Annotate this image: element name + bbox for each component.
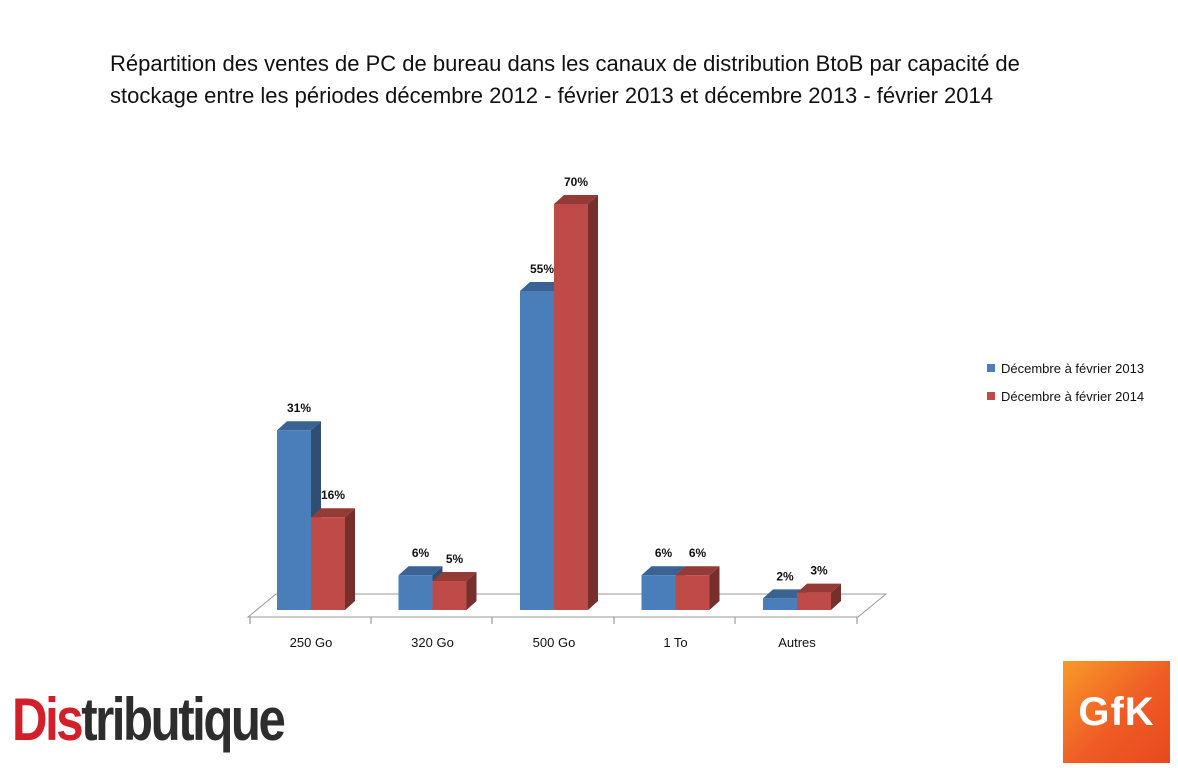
data-label-2013-500-go: 55% <box>530 262 554 276</box>
bar-2014-320-go-side <box>466 572 477 610</box>
bar-2014-autres-front <box>797 592 831 610</box>
data-label-2014-320-go: 5% <box>446 552 464 566</box>
bar-2013-250-go-top <box>277 421 321 431</box>
data-label-2013-1-to: 6% <box>655 546 673 560</box>
bar-2013-500-go-top <box>520 282 564 291</box>
data-label-2014-1-to: 6% <box>689 546 707 560</box>
bar-2014-250-go-top <box>311 508 355 518</box>
chart-title: Répartition des ventes de PC de bureau d… <box>110 48 1110 112</box>
data-label-2014-autres: 3% <box>810 564 828 578</box>
bar-2014-320-go-front <box>432 581 467 610</box>
data-label-2014-500-go: 70% <box>564 175 588 189</box>
x-tick-label-250-go: 250 Go <box>290 635 333 650</box>
legend-swatch-2013 <box>987 364 995 372</box>
legend-item-2013: Décembre à février 2013 <box>987 358 1144 378</box>
bar-2014-500-go <box>554 195 598 610</box>
bar-2014-1-to-side <box>709 566 720 610</box>
legend-label-2013: Décembre à février 2013 <box>1001 360 1145 376</box>
bar-2014-500-go-side <box>588 195 598 610</box>
data-label-2013-autres: 2% <box>776 569 794 583</box>
x-tick-label-autres: Autres <box>778 635 816 650</box>
bar-2013-320-go-front <box>398 575 433 610</box>
bar-2013-1-to-front <box>641 575 676 610</box>
bar-2013-1-to-top <box>641 566 686 576</box>
bar-2014-320-go-top <box>432 572 477 581</box>
gfk-logo: GfK <box>1063 661 1170 763</box>
data-label-2013-320-go: 6% <box>412 546 430 560</box>
bar-2013-250-go-front <box>277 430 311 610</box>
bar-2014-autres <box>797 583 841 610</box>
bar-2014-autres-side <box>831 583 841 610</box>
x-tick-label-1-to: 1 To <box>663 635 687 650</box>
bar-2014-autres-top <box>797 583 841 593</box>
bar-2014-320-go <box>432 572 477 610</box>
data-label-2013-250-go: 31% <box>287 401 311 415</box>
data-label-2014-250-go: 16% <box>321 488 345 502</box>
bar-2014-250-go-side <box>345 508 355 610</box>
bar-2013-autres-front <box>763 598 797 610</box>
legend: Décembre à février 2013 Décembre à févri… <box>987 358 1144 414</box>
bar-2014-250-go-front <box>311 517 345 610</box>
x-tick-label-320-go: 320 Go <box>411 635 454 650</box>
legend-swatch-2014 <box>987 392 995 400</box>
x-tick-label-500-go: 500 Go <box>533 635 576 650</box>
legend-item-2014: Décembre à février 2014 <box>987 386 1144 406</box>
bar-2013-autres-top <box>763 589 807 599</box>
bar-2013-320-go-top <box>398 566 443 576</box>
bar-2014-1-to-front <box>675 575 710 610</box>
chart-title-line-1: Répartition des ventes de PC de bureau d… <box>110 51 1020 76</box>
distributique-logo: Distributique <box>12 686 286 753</box>
bar-2014-500-go-top <box>554 195 598 204</box>
bar-2014-500-go-front <box>554 204 588 610</box>
bar-2014-1-to-top <box>675 566 720 576</box>
bar-2013-500-go-front <box>520 291 554 610</box>
bar-2014-250-go <box>311 508 355 610</box>
bar-2014-1-to <box>675 566 720 610</box>
legend-label-2014: Décembre à février 2014 <box>1001 388 1145 404</box>
chart-title-line-2: stockage entre les périodes décembre 201… <box>110 83 993 108</box>
